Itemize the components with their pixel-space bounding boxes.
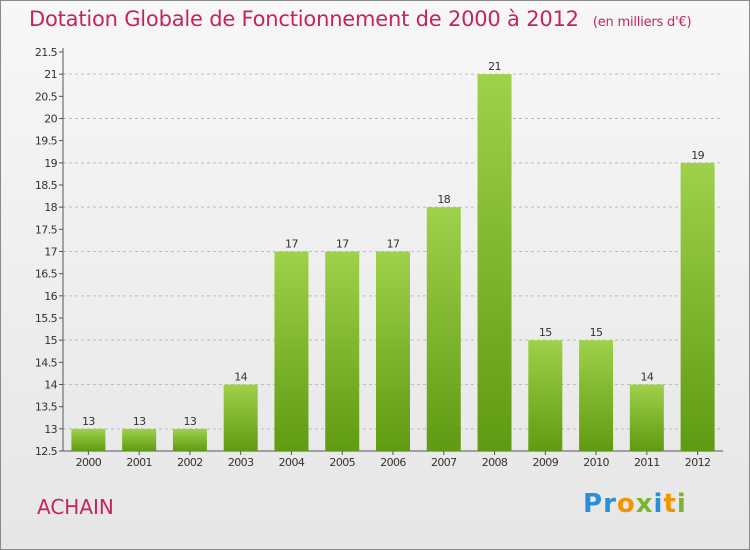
data-label: 19 (691, 149, 704, 162)
y-tick-label: 16 (44, 290, 57, 303)
x-tick-label: 2009 (533, 456, 559, 469)
x-tick-label: 2007 (431, 456, 457, 469)
bar (325, 251, 360, 451)
data-label: 15 (590, 326, 603, 339)
x-tick-label: 2005 (329, 456, 355, 469)
x-tick-label: 2012 (685, 456, 711, 469)
y-tick-label: 19 (44, 157, 57, 170)
bars: 13 13 13 14 17 17 17 18 21 15 15 14 19 (71, 60, 715, 452)
y-tick-label: 21.5 (35, 46, 58, 59)
bar (376, 251, 410, 451)
y-tick-label: 20 (44, 113, 57, 126)
x-tick-label: 2006 (380, 456, 406, 469)
bar (71, 428, 106, 451)
y-tick-label: 16.5 (35, 268, 58, 281)
y-tick-label: 20.5 (35, 90, 58, 103)
data-label: 13 (82, 415, 95, 428)
y-tick-label: 13 (44, 423, 57, 436)
bar (172, 428, 207, 451)
x-axis-labels: 2000 2001 2002 2003 2004 2005 2006 2007 2008 2009… (76, 451, 711, 469)
y-tick-label: 15 (44, 334, 57, 347)
x-tick-label: 2003 (228, 456, 254, 469)
data-label: 13 (184, 415, 197, 428)
x-tick-label: 2004 (279, 456, 305, 469)
y-tick-label: 18.5 (35, 179, 58, 192)
proxiti-logo: Proxiti (583, 489, 687, 519)
x-tick-label: 2001 (126, 456, 152, 469)
y-tick-label: 14.5 (35, 356, 58, 369)
y-tick-label: 21 (44, 68, 57, 81)
bar (426, 207, 461, 451)
y-tick-label: 15.5 (35, 312, 58, 325)
y-tick-label: 12.5 (35, 445, 58, 458)
bar (528, 340, 563, 451)
x-tick-label: 2011 (634, 456, 660, 469)
bar (680, 162, 715, 452)
title-text: Dotation Globale de Fonctionnement de 20… (29, 7, 579, 31)
x-tick-label: 2000 (76, 456, 102, 469)
bar (579, 340, 614, 451)
bar (122, 428, 157, 451)
y-tick-label: 18 (44, 201, 57, 214)
data-label: 14 (234, 371, 247, 384)
y-tick-label: 13.5 (35, 401, 58, 414)
x-tick-label: 2002 (177, 456, 203, 469)
data-label: 17 (285, 238, 298, 251)
bar (477, 74, 512, 452)
x-tick-label: 2008 (482, 456, 508, 469)
y-tick-label: 14 (44, 379, 57, 392)
chart-title: Dotation Globale de Fonctionnement de 20… (29, 7, 692, 31)
data-label: 13 (133, 415, 146, 428)
bar (223, 384, 258, 451)
y-axis-ticks: 12.5 13 13.5 14 14.5 15 15.5 16 16.5 17 17.5 18 18.5… (35, 46, 63, 458)
bar (274, 251, 309, 451)
data-label: 17 (387, 238, 400, 251)
chart-subtitle: (en milliers d'€) (592, 15, 692, 30)
data-label: 17 (336, 238, 349, 251)
data-label: 18 (437, 193, 450, 206)
x-tick-label: 2010 (583, 456, 609, 469)
data-label: 21 (488, 60, 501, 73)
y-tick-label: 17.5 (35, 223, 58, 236)
y-tick-label: 17 (44, 246, 57, 259)
y-tick-label: 19.5 (35, 135, 58, 148)
data-label: 14 (640, 371, 653, 384)
bar (629, 384, 664, 451)
data-label: 15 (539, 326, 552, 339)
commune-name: ACHAIN (37, 495, 114, 519)
